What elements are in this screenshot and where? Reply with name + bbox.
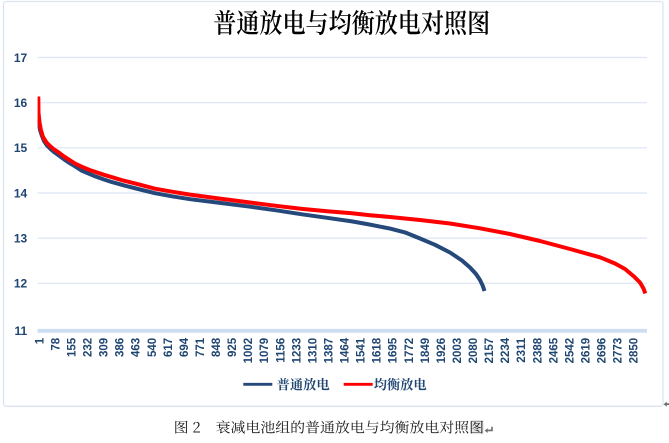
svg-text:14: 14	[14, 186, 28, 200]
svg-text:1772: 1772	[404, 338, 416, 364]
svg-text:2080: 2080	[468, 338, 480, 364]
svg-text:15: 15	[14, 141, 28, 155]
svg-text:2003: 2003	[452, 338, 464, 364]
svg-text:11: 11	[15, 324, 28, 338]
svg-text:1387: 1387	[324, 338, 336, 364]
svg-text:694: 694	[179, 337, 191, 357]
svg-text:1618: 1618	[372, 337, 384, 363]
svg-text:1926: 1926	[436, 338, 448, 364]
svg-text:2465: 2465	[548, 337, 560, 363]
svg-text:386: 386	[115, 338, 127, 357]
svg-text:617: 617	[163, 338, 175, 357]
svg-text:2850: 2850	[629, 338, 641, 364]
svg-text:12: 12	[14, 277, 28, 291]
svg-text:1233: 1233	[291, 338, 303, 364]
svg-text:2234: 2234	[500, 337, 512, 363]
svg-text:1464: 1464	[340, 337, 352, 363]
svg-text:925: 925	[227, 337, 239, 357]
svg-text:2696: 2696	[597, 338, 609, 364]
svg-text:540: 540	[147, 338, 159, 357]
svg-text:232: 232	[83, 338, 95, 357]
svg-text:1156: 1156	[275, 338, 287, 363]
svg-text:13: 13	[14, 231, 28, 245]
svg-text:2542: 2542	[564, 338, 576, 364]
svg-text:1849: 1849	[420, 338, 432, 364]
svg-text:309: 309	[99, 338, 111, 357]
svg-text:1079: 1079	[259, 338, 271, 364]
svg-text:1695: 1695	[388, 337, 400, 363]
svg-text:463: 463	[131, 338, 143, 357]
svg-text:2157: 2157	[484, 338, 496, 364]
svg-text:1541: 1541	[356, 337, 368, 363]
svg-text:848: 848	[211, 337, 223, 357]
svg-text:78: 78	[50, 337, 62, 350]
svg-text:2619: 2619	[581, 338, 593, 364]
svg-text:17: 17	[14, 51, 28, 65]
svg-text:2773: 2773	[613, 338, 625, 364]
svg-text:1310: 1310	[307, 338, 319, 364]
svg-text:771: 771	[195, 337, 207, 357]
svg-text:1002: 1002	[243, 338, 255, 364]
svg-text:2311: 2311	[516, 337, 528, 363]
svg-text:2388: 2388	[532, 337, 544, 363]
svg-text:16: 16	[14, 96, 28, 110]
svg-text:1: 1	[34, 337, 46, 344]
svg-text:155: 155	[66, 337, 78, 357]
